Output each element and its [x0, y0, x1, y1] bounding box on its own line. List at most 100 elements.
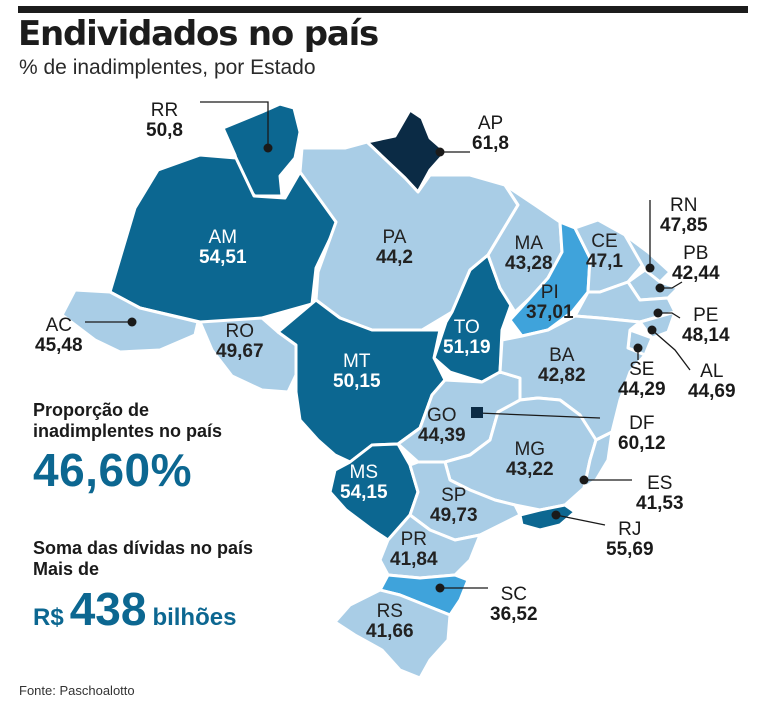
state-code-ro: RO — [225, 321, 255, 342]
state-value-pa: 44,2 — [376, 246, 413, 268]
state-label-ma: MA 43,28 — [505, 234, 553, 274]
state-code-ba: BA — [549, 345, 575, 366]
state-code-am: AM — [208, 227, 238, 248]
debt-currency: R$ — [33, 604, 64, 631]
leader-dot-al — [647, 325, 657, 335]
state-label-pi: PI 37,01 — [526, 283, 574, 323]
state-label-rs: RS 41,66 — [366, 602, 414, 642]
state-value-rj: 55,69 — [606, 538, 654, 560]
source-credit: Fonte: Paschoalotto — [19, 683, 135, 698]
state-code-ce: CE — [591, 231, 618, 252]
state-shape-ba — [498, 314, 647, 442]
state-code-ms: MS — [349, 462, 379, 483]
state-code-pr: PR — [400, 529, 427, 550]
state-value-ro: 49,67 — [216, 340, 264, 362]
state-label-al: AL 44,69 — [688, 362, 736, 402]
state-code-pe: PE — [693, 305, 719, 326]
leader-dot-pb — [655, 283, 665, 293]
state-value-rr: 50,8 — [146, 119, 183, 141]
state-label-sp: SP 49,73 — [430, 486, 478, 526]
state-code-rr: RR — [150, 100, 179, 121]
state-label-ap: AP 61,8 — [472, 114, 509, 154]
state-code-se: SE — [629, 359, 655, 380]
state-code-df: DF — [629, 413, 655, 434]
leader-dot-rn — [645, 263, 655, 273]
state-value-to: 51,19 — [443, 336, 491, 358]
proportion-label-line2: inadimplentes no país — [33, 420, 223, 441]
state-code-rs: RS — [376, 601, 403, 622]
state-label-es: ES 41,53 — [636, 474, 684, 514]
state-value-pb: 42,44 — [672, 262, 720, 284]
leader-dot-es — [579, 475, 589, 485]
state-code-ap: AP — [477, 113, 504, 134]
state-code-ma: MA — [514, 233, 544, 254]
state-value-ba: 42,82 — [538, 364, 586, 386]
state-value-sc: 36,52 — [490, 603, 538, 625]
state-label-mt: MT 50,15 — [333, 352, 381, 392]
leader-dot-rj — [551, 510, 561, 520]
state-value-es: 41,53 — [636, 492, 684, 514]
state-label-ro: RO 49,67 — [216, 322, 264, 362]
state-code-mt: MT — [343, 351, 371, 372]
debt-label: Soma das dívidas no país Mais de — [33, 538, 253, 579]
page-subtitle: % de inadimplentes, por Estado — [19, 56, 316, 79]
leader-dot-se — [633, 343, 643, 353]
proportion-label: Proporção de inadimplentes no país — [33, 400, 222, 441]
proportion-value: 46,60% — [33, 444, 193, 496]
state-label-rr: RR 50,8 — [146, 101, 183, 141]
leader-line-rj — [555, 514, 606, 526]
state-value-mt: 50,15 — [333, 370, 381, 392]
state-value-ac: 45,48 — [35, 334, 83, 356]
leader-line-rr — [200, 101, 269, 148]
state-shape-rn — [623, 233, 672, 284]
leader-dot-ap — [435, 147, 445, 157]
state-label-ms: MS 54,15 — [340, 463, 388, 503]
state-label-am: AM 54,51 — [199, 228, 247, 268]
state-value-pr: 41,84 — [390, 548, 438, 570]
state-code-ac: AC — [45, 315, 72, 336]
leader-line-al — [651, 329, 691, 371]
state-value-mg: 43,22 — [506, 458, 554, 480]
state-label-to: TO 51,19 — [443, 318, 491, 358]
state-shape-rj — [518, 503, 577, 532]
state-code-go: GO — [426, 405, 457, 426]
state-code-to: TO — [453, 317, 480, 338]
debt-label-line2: Mais de — [33, 558, 100, 579]
state-label-ba: BA 42,82 — [538, 346, 586, 386]
state-value-ap: 61,8 — [472, 132, 509, 154]
state-label-df: DF 60,12 — [618, 414, 666, 454]
state-value-df: 60,12 — [618, 432, 666, 454]
debt-label-line1: Soma das dívidas no país — [33, 538, 254, 558]
proportion-label-line1: Proporção de — [33, 400, 150, 420]
debt-unit: bilhões — [152, 604, 237, 631]
state-code-pb: PB — [683, 243, 709, 264]
state-code-rj: RJ — [618, 519, 642, 540]
state-value-sp: 49,73 — [430, 504, 478, 526]
state-value-am: 54,51 — [199, 246, 247, 268]
state-label-ac: AC 45,48 — [35, 316, 83, 356]
state-label-rn: RN 47,85 — [660, 196, 708, 236]
top-rule — [18, 6, 748, 13]
state-label-pr: PR 41,84 — [390, 530, 438, 570]
leader-dot-sc — [435, 583, 445, 593]
state-shape-ro — [198, 316, 298, 394]
state-label-ce: CE 47,1 — [586, 232, 623, 272]
state-value-al: 44,69 — [688, 380, 736, 402]
state-value-pe: 48,14 — [682, 324, 730, 346]
page-title: Endividados no país — [18, 14, 379, 54]
state-value-pi: 37,01 — [526, 301, 574, 323]
state-label-rj: RJ 55,69 — [606, 520, 654, 560]
df-marker — [471, 407, 483, 418]
state-code-pa: PA — [382, 227, 407, 248]
leader-line-pe — [658, 312, 681, 319]
state-code-mg: MG — [514, 439, 546, 460]
state-label-pe: PE 48,14 — [682, 306, 730, 346]
debt-value: R$ 438 bilhões — [33, 582, 236, 636]
state-code-al: AL — [700, 361, 724, 382]
state-shape-pr — [378, 513, 482, 580]
state-value-rs: 41,66 — [366, 620, 414, 642]
leader-dot-ac — [127, 317, 137, 327]
state-code-sc: SC — [500, 584, 527, 605]
state-label-se: SE 44,29 — [618, 360, 666, 400]
